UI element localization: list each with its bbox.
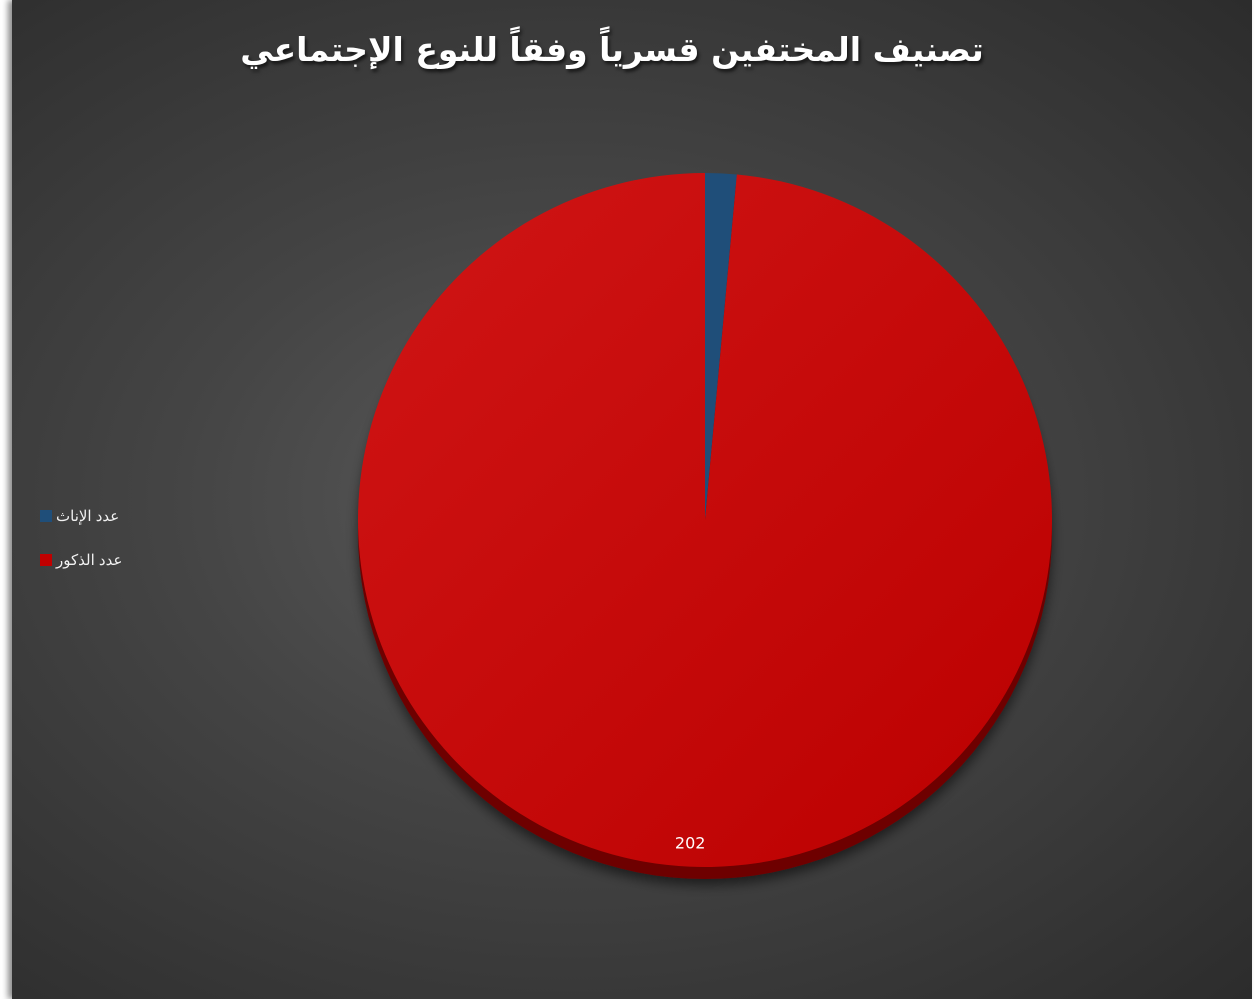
legend: عدد الإناث عدد الذكور — [40, 505, 160, 593]
chart-area: تصنيف المختفين قسرياً وفقاً للنوع الإجتم… — [12, 0, 1252, 999]
pie-slice-female — [705, 173, 737, 520]
legend-label-female: عدد الإناث — [56, 508, 120, 525]
pie-slice-male — [357, 173, 1052, 867]
legend-item-female: عدد الإناث — [40, 505, 160, 527]
chart-title: تصنيف المختفين قسرياً وفقاً للنوع الإجتم… — [240, 30, 984, 69]
legend-swatch-male — [40, 554, 52, 566]
legend-item-male: عدد الذكور — [40, 549, 160, 571]
pie-chart: 202 — [357, 173, 1052, 879]
data-label-male: 202 — [675, 833, 706, 852]
legend-label-male: عدد الذكور — [56, 552, 123, 569]
legend-swatch-female — [40, 510, 52, 522]
